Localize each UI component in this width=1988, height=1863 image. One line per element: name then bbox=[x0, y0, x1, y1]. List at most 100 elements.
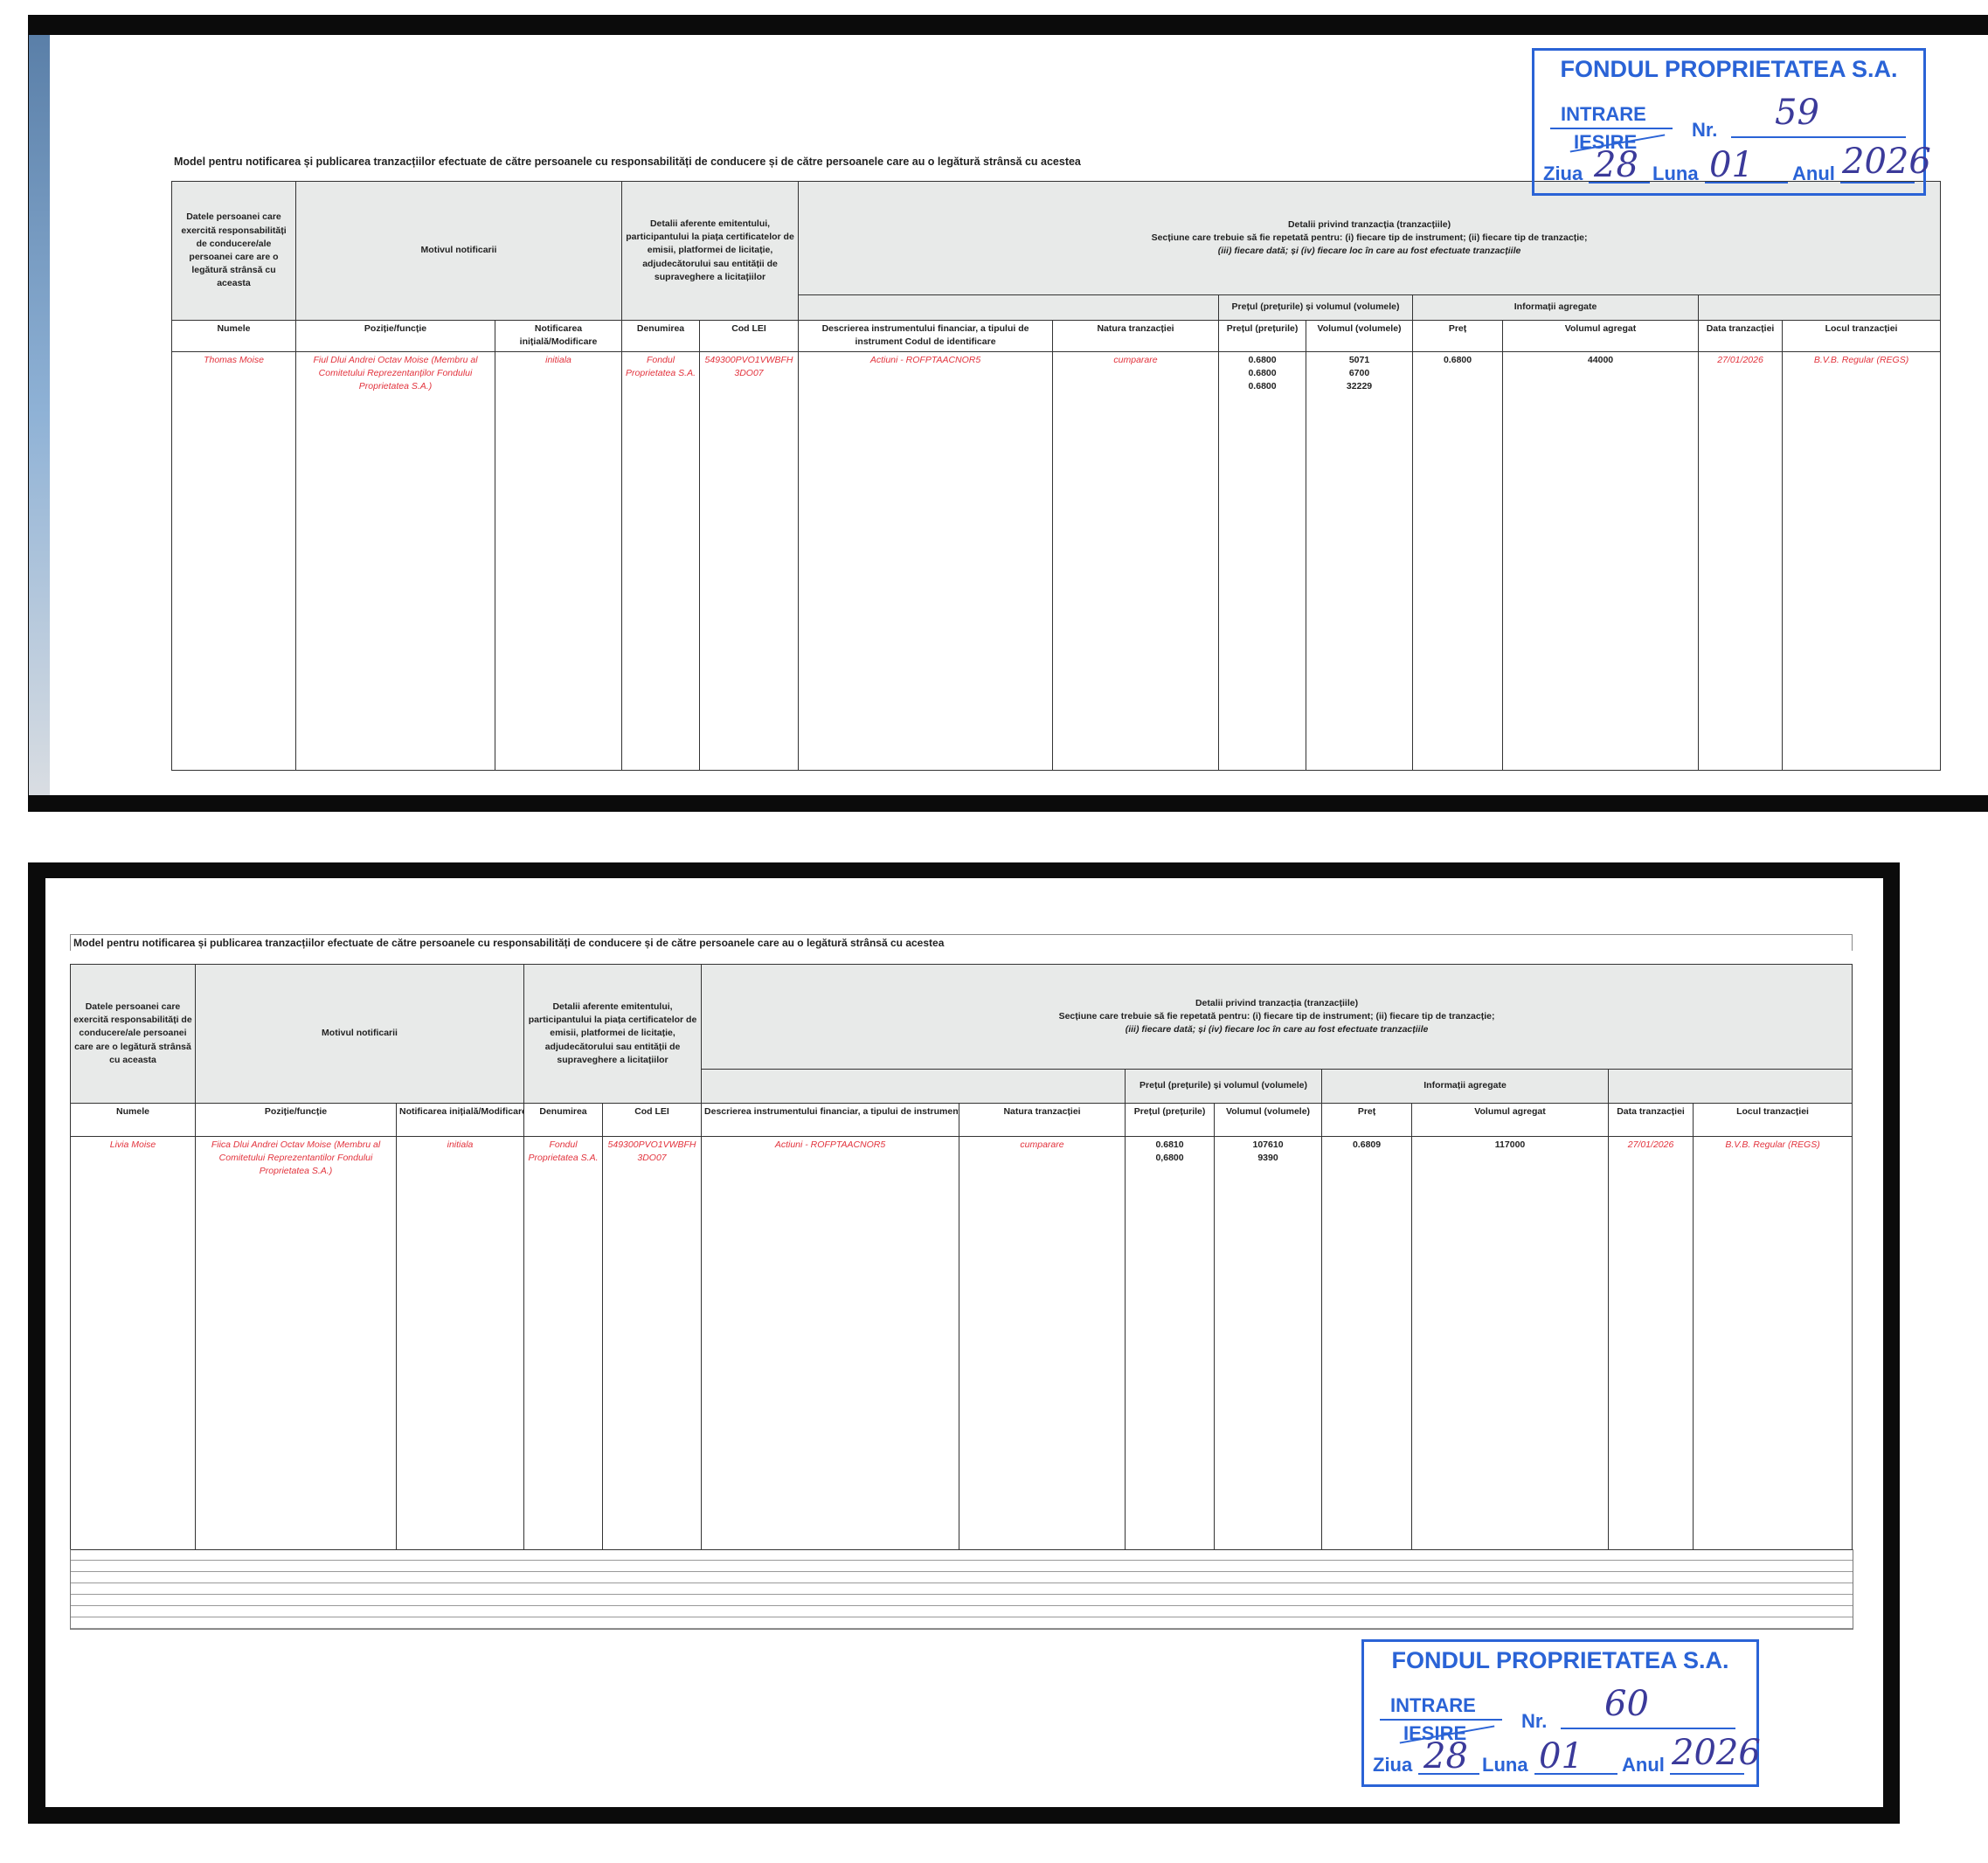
header-aggregated-info: Informații agregate bbox=[1412, 294, 1700, 321]
header-transaction-details: Detalii privind tranzacția (tranzacțiile… bbox=[701, 964, 1853, 1070]
cell-agg-volume: 117000 bbox=[1411, 1136, 1610, 1550]
column-header-issuer: Denumirea bbox=[621, 320, 701, 352]
empty-spreadsheet-rows bbox=[70, 1549, 1853, 1630]
header-notification-reason: Motivul notificarii bbox=[294, 181, 623, 321]
column-header-agg-price: Preț bbox=[1412, 320, 1504, 352]
cell-nature: cumparare bbox=[959, 1136, 1126, 1550]
cell-issuer: Fondul Proprietatea S.A. bbox=[621, 351, 701, 771]
cell-volumes: 5071 6700 32229 bbox=[1306, 351, 1414, 771]
transaction-notification-table: Datele persoanei care exercită responsab… bbox=[171, 181, 1942, 771]
stamp-month-label: Luna bbox=[1652, 163, 1699, 184]
column-header-venue: Locul tranzacției bbox=[1782, 320, 1942, 352]
column-header-instrument: Descrierea instrumentului financiar, a t… bbox=[701, 1103, 960, 1137]
column-header-instrument: Descrierea instrumentului financiar, a t… bbox=[798, 320, 1054, 352]
header-issuer-details: Detalii aferente emitentului, participan… bbox=[523, 964, 703, 1104]
divider bbox=[1589, 182, 1650, 184]
cell-instrument: Actiuni - ROFPTAACNOR5 bbox=[798, 351, 1054, 771]
column-header-date: Data tranzacției bbox=[1608, 1103, 1694, 1137]
header-personal-data: Datele persoanei care exercită responsab… bbox=[70, 964, 196, 1104]
divider bbox=[1731, 136, 1906, 138]
cell-lei: 549300PVO1VWBFH 3DO07 bbox=[699, 351, 800, 771]
transaction-notification-table: Datele persoanei care exercită responsab… bbox=[70, 964, 1853, 1550]
column-header-notification: Notificarea inițială/Modificare bbox=[395, 1103, 525, 1137]
stamp-nr-label: Nr. bbox=[1521, 1710, 1548, 1732]
header-personal-data: Datele persoanei care exercită responsab… bbox=[171, 181, 296, 321]
column-header-prices: Prețul (prețurile) bbox=[1125, 1103, 1216, 1137]
header-transaction-details: Detalii privind tranzacția (tranzacțiile… bbox=[798, 181, 1942, 295]
divider bbox=[1534, 1773, 1617, 1775]
column-header-position: Poziție/funcție bbox=[295, 320, 495, 352]
column-header-date: Data tranzacției bbox=[1698, 320, 1784, 352]
stamp-entry-label: INTRARE bbox=[1390, 1694, 1476, 1716]
cell-agg-price: 0.6809 bbox=[1321, 1136, 1413, 1550]
stamp-month-value: 01 bbox=[1539, 1736, 1583, 1776]
stamp-company: FONDUL PROPRIETATEA S.A. bbox=[1391, 1647, 1729, 1673]
header-notification-reason: Motivul notificarii bbox=[194, 964, 525, 1104]
header-line: Secțiune care trebuie să fie repetată pe… bbox=[1151, 232, 1588, 243]
header-blank bbox=[1698, 294, 1942, 321]
column-header-agg-volume: Volumul agregat bbox=[1411, 1103, 1610, 1137]
header-line: (iii) fiecare dată; și (iv) fiecare loc … bbox=[1125, 1024, 1429, 1035]
stamp-nr-value: 59 bbox=[1775, 93, 1819, 133]
column-header-name: Numele bbox=[70, 1103, 196, 1137]
divider bbox=[1705, 182, 1788, 184]
column-header-prices: Prețul (prețurile) bbox=[1218, 320, 1307, 352]
cell-nature: cumparare bbox=[1052, 351, 1220, 771]
stamp-nr-value: 60 bbox=[1604, 1684, 1649, 1724]
header-blank bbox=[798, 294, 1220, 321]
divider bbox=[1840, 182, 1915, 184]
divider bbox=[1670, 1773, 1744, 1775]
cell-name: Livia Moise bbox=[70, 1136, 196, 1550]
header-aggregated-info: Informații agregate bbox=[1321, 1069, 1610, 1104]
cell-date: 27/01/2026 bbox=[1608, 1136, 1694, 1550]
cell-position: Fiul Dlui Andrei Octav Moise (Membru al … bbox=[295, 351, 495, 771]
cell-volumes: 107610 9390 bbox=[1214, 1136, 1323, 1550]
cell-venue: B.V.B. Regular (REGS) bbox=[1782, 351, 1942, 771]
stamp-year-value: 2026 bbox=[1672, 1733, 1761, 1773]
stamp-day-label: Ziua bbox=[1543, 163, 1583, 184]
stamp-company: FONDUL PROPRIETATEA S.A. bbox=[1560, 56, 1898, 82]
cell-notification: initiala bbox=[494, 351, 623, 771]
header-blank bbox=[701, 1069, 1126, 1104]
cell-instrument: Actiuni - ROFPTAACNOR5 bbox=[701, 1136, 960, 1550]
stamp-entry-label: INTRARE bbox=[1561, 103, 1646, 125]
column-header-notification: Notificarea inițială/Modificare bbox=[494, 320, 623, 352]
column-header-nature: Natura tranzacției bbox=[959, 1103, 1126, 1137]
divider bbox=[1550, 128, 1673, 129]
cell-venue: B.V.B. Regular (REGS) bbox=[1693, 1136, 1853, 1550]
cell-issuer: Fondul Proprietatea S.A. bbox=[523, 1136, 604, 1550]
divider bbox=[1418, 1773, 1479, 1775]
form-title: Model pentru notificarea și publicarea t… bbox=[174, 156, 1081, 168]
cell-name: Thomas Moise bbox=[171, 351, 296, 771]
header-price-volume: Prețul (prețurile) și volumul (volumele) bbox=[1218, 294, 1414, 321]
column-header-volumes: Volumul (volumele) bbox=[1306, 320, 1414, 352]
background-window-strip bbox=[29, 35, 50, 795]
stamp-nr-label: Nr. bbox=[1692, 119, 1718, 141]
stamp-day-value: 28 bbox=[1594, 145, 1638, 185]
header-price-volume: Prețul (prețurile) și volumul (volumele) bbox=[1125, 1069, 1323, 1104]
header-line: Secțiune care trebuie să fie repetată pe… bbox=[1058, 1010, 1495, 1022]
stamp-year-value: 2026 bbox=[1842, 142, 1931, 182]
column-header-nature: Natura tranzacției bbox=[1052, 320, 1220, 352]
cell-date: 27/01/2026 bbox=[1698, 351, 1784, 771]
stamp-month-value: 01 bbox=[1709, 145, 1754, 185]
column-header-lei: Cod LEI bbox=[602, 1103, 703, 1137]
column-header-agg-price: Preț bbox=[1321, 1103, 1413, 1137]
cell-agg-volume: 44000 bbox=[1502, 351, 1700, 771]
cell-agg-price: 0.6800 bbox=[1412, 351, 1504, 771]
header-blank bbox=[1608, 1069, 1853, 1104]
header-issuer-details: Detalii aferente emitentului, participan… bbox=[621, 181, 800, 321]
cell-notification: initiala bbox=[395, 1136, 525, 1550]
stamp-day-label: Ziua bbox=[1373, 1754, 1413, 1776]
stamp-year-label: Anul bbox=[1792, 163, 1835, 184]
cell-prices: 0.6810 0,6800 bbox=[1125, 1136, 1216, 1550]
stamp-year-label: Anul bbox=[1622, 1754, 1665, 1776]
stamp-day-value: 28 bbox=[1423, 1736, 1468, 1776]
column-header-issuer: Denumirea bbox=[523, 1103, 604, 1137]
header-line: Detalii privind tranzacția (tranzacțiile… bbox=[1195, 997, 1359, 1008]
stamp-month-label: Luna bbox=[1482, 1754, 1528, 1776]
registration-stamp: FONDUL PROPRIETATEA S.A. INTRARE IESIRE Nr.… bbox=[1532, 48, 1931, 196]
cell-prices: 0.6800 0.6800 0.6800 bbox=[1218, 351, 1307, 771]
registration-stamp: FONDUL PROPRIETATEA S.A. INTRARE IESIRE Nr.… bbox=[1361, 1639, 1761, 1787]
column-header-volumes: Volumul (volumele) bbox=[1214, 1103, 1323, 1137]
